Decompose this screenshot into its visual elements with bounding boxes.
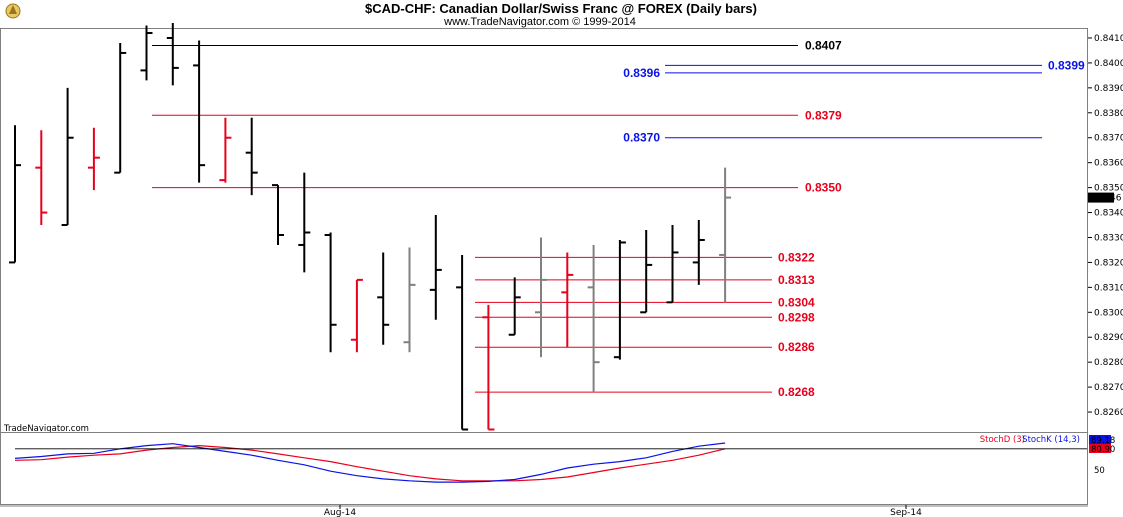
stoch-series-line	[14, 444, 726, 482]
chart-subtitle: www.TradeNavigator.com © 1999-2014	[443, 16, 636, 28]
last-price-box	[1088, 192, 1114, 203]
ohlc-bar	[429, 215, 442, 320]
level-label: 0.8304	[778, 295, 815, 309]
stochk-readout: 89.18	[1089, 435, 1115, 446]
y-tick-label: 0.8340	[1094, 209, 1123, 219]
ohlc-bar	[666, 225, 679, 304]
ohlc-bar	[140, 25, 153, 81]
ohlc-bar	[535, 237, 547, 358]
ohlc-bar	[587, 244, 600, 393]
level-label: 0.8396	[623, 66, 660, 80]
y-tick-label: 0.8400	[1094, 59, 1123, 69]
stochd-readout: 80.90	[1089, 444, 1115, 455]
ohlc-bar	[219, 117, 232, 183]
chart-title: $CAD-CHF: Canadian Dollar/Swiss Franc @ …	[365, 1, 757, 16]
ohlc-bar	[377, 252, 390, 345]
ohlc-bar	[692, 220, 705, 285]
level-label: 0.8268	[778, 385, 815, 399]
level-label: 0.8313	[778, 273, 815, 287]
level-label: 0.8298	[778, 310, 815, 324]
x-tick-label: Aug-14	[324, 508, 357, 517]
ohlc-bar	[324, 232, 337, 353]
watermark: TradeNavigator.com	[3, 424, 89, 434]
x-tick-label: Sep-14	[890, 508, 922, 517]
y-tick-label: 0.8350	[1094, 184, 1123, 194]
ohlc-bar	[561, 252, 574, 348]
ohlc-bar	[114, 42, 127, 174]
logo-icon	[5, 3, 21, 19]
ohlc-bar	[403, 247, 416, 353]
y-tick-label: 0.8270	[1094, 383, 1123, 393]
y-tick-label: 0.8310	[1094, 283, 1123, 293]
svg-text:80.90: 80.90	[1091, 445, 1115, 455]
ohlc-bar	[508, 277, 521, 336]
stochastic-panel	[0, 432, 1088, 505]
y-tick-label: 0.8260	[1094, 408, 1123, 418]
svg-text:89.18: 89.18	[1091, 436, 1115, 446]
y-tick-label: 0.8360	[1094, 159, 1123, 169]
y-tick-label: 0.8330	[1094, 233, 1123, 243]
level-label: 0.8399	[1048, 58, 1085, 72]
y-tick-label: 0.8390	[1094, 84, 1123, 94]
ohlc-bar	[193, 40, 206, 183]
y-tick-label: 0.8300	[1094, 308, 1123, 318]
level-label: 0.8286	[778, 340, 815, 354]
ohlc-bar	[272, 184, 284, 245]
stoch-series-line	[14, 442, 726, 483]
level-label: 0.8370	[623, 131, 660, 145]
y-tick-label: 0.8370	[1094, 134, 1123, 144]
y-tick-label: 0.8280	[1094, 358, 1123, 368]
ohlc-bar	[61, 87, 74, 227]
ohlc-bar	[482, 304, 495, 431]
ohlc-bar	[350, 278, 363, 353]
stochd-legend: StochD (3)	[980, 435, 1025, 445]
ohlc-bar	[298, 172, 311, 273]
level-label: 0.8379	[805, 108, 842, 122]
ohlc-bar	[9, 125, 21, 264]
ohlc-bar	[87, 127, 100, 191]
y-tick-label: 0.8380	[1094, 109, 1123, 119]
price-panel	[0, 28, 1088, 433]
y-tick-label: 0.8410	[1094, 34, 1123, 44]
level-label: 0.8407	[805, 38, 842, 52]
ohlc-bar	[640, 230, 653, 314]
y-tick-label: 0.8290	[1094, 333, 1123, 343]
stoch-axis-label-50: 50	[1094, 466, 1105, 476]
level-label: 0.8350	[805, 181, 842, 195]
ohlc-bar	[456, 254, 469, 431]
stochk-legend: StochK (14,3)	[1022, 435, 1080, 445]
level-label: 0.8322	[778, 250, 815, 264]
ohlc-bar	[245, 117, 258, 196]
ohlc-bar	[166, 23, 179, 86]
ohlc-bar	[35, 130, 48, 226]
last-price-label: 0.8346	[1090, 194, 1122, 204]
ohlc-bar	[613, 239, 626, 360]
y-tick-label: 0.8320	[1094, 258, 1123, 268]
ohlc-bar	[719, 167, 732, 303]
